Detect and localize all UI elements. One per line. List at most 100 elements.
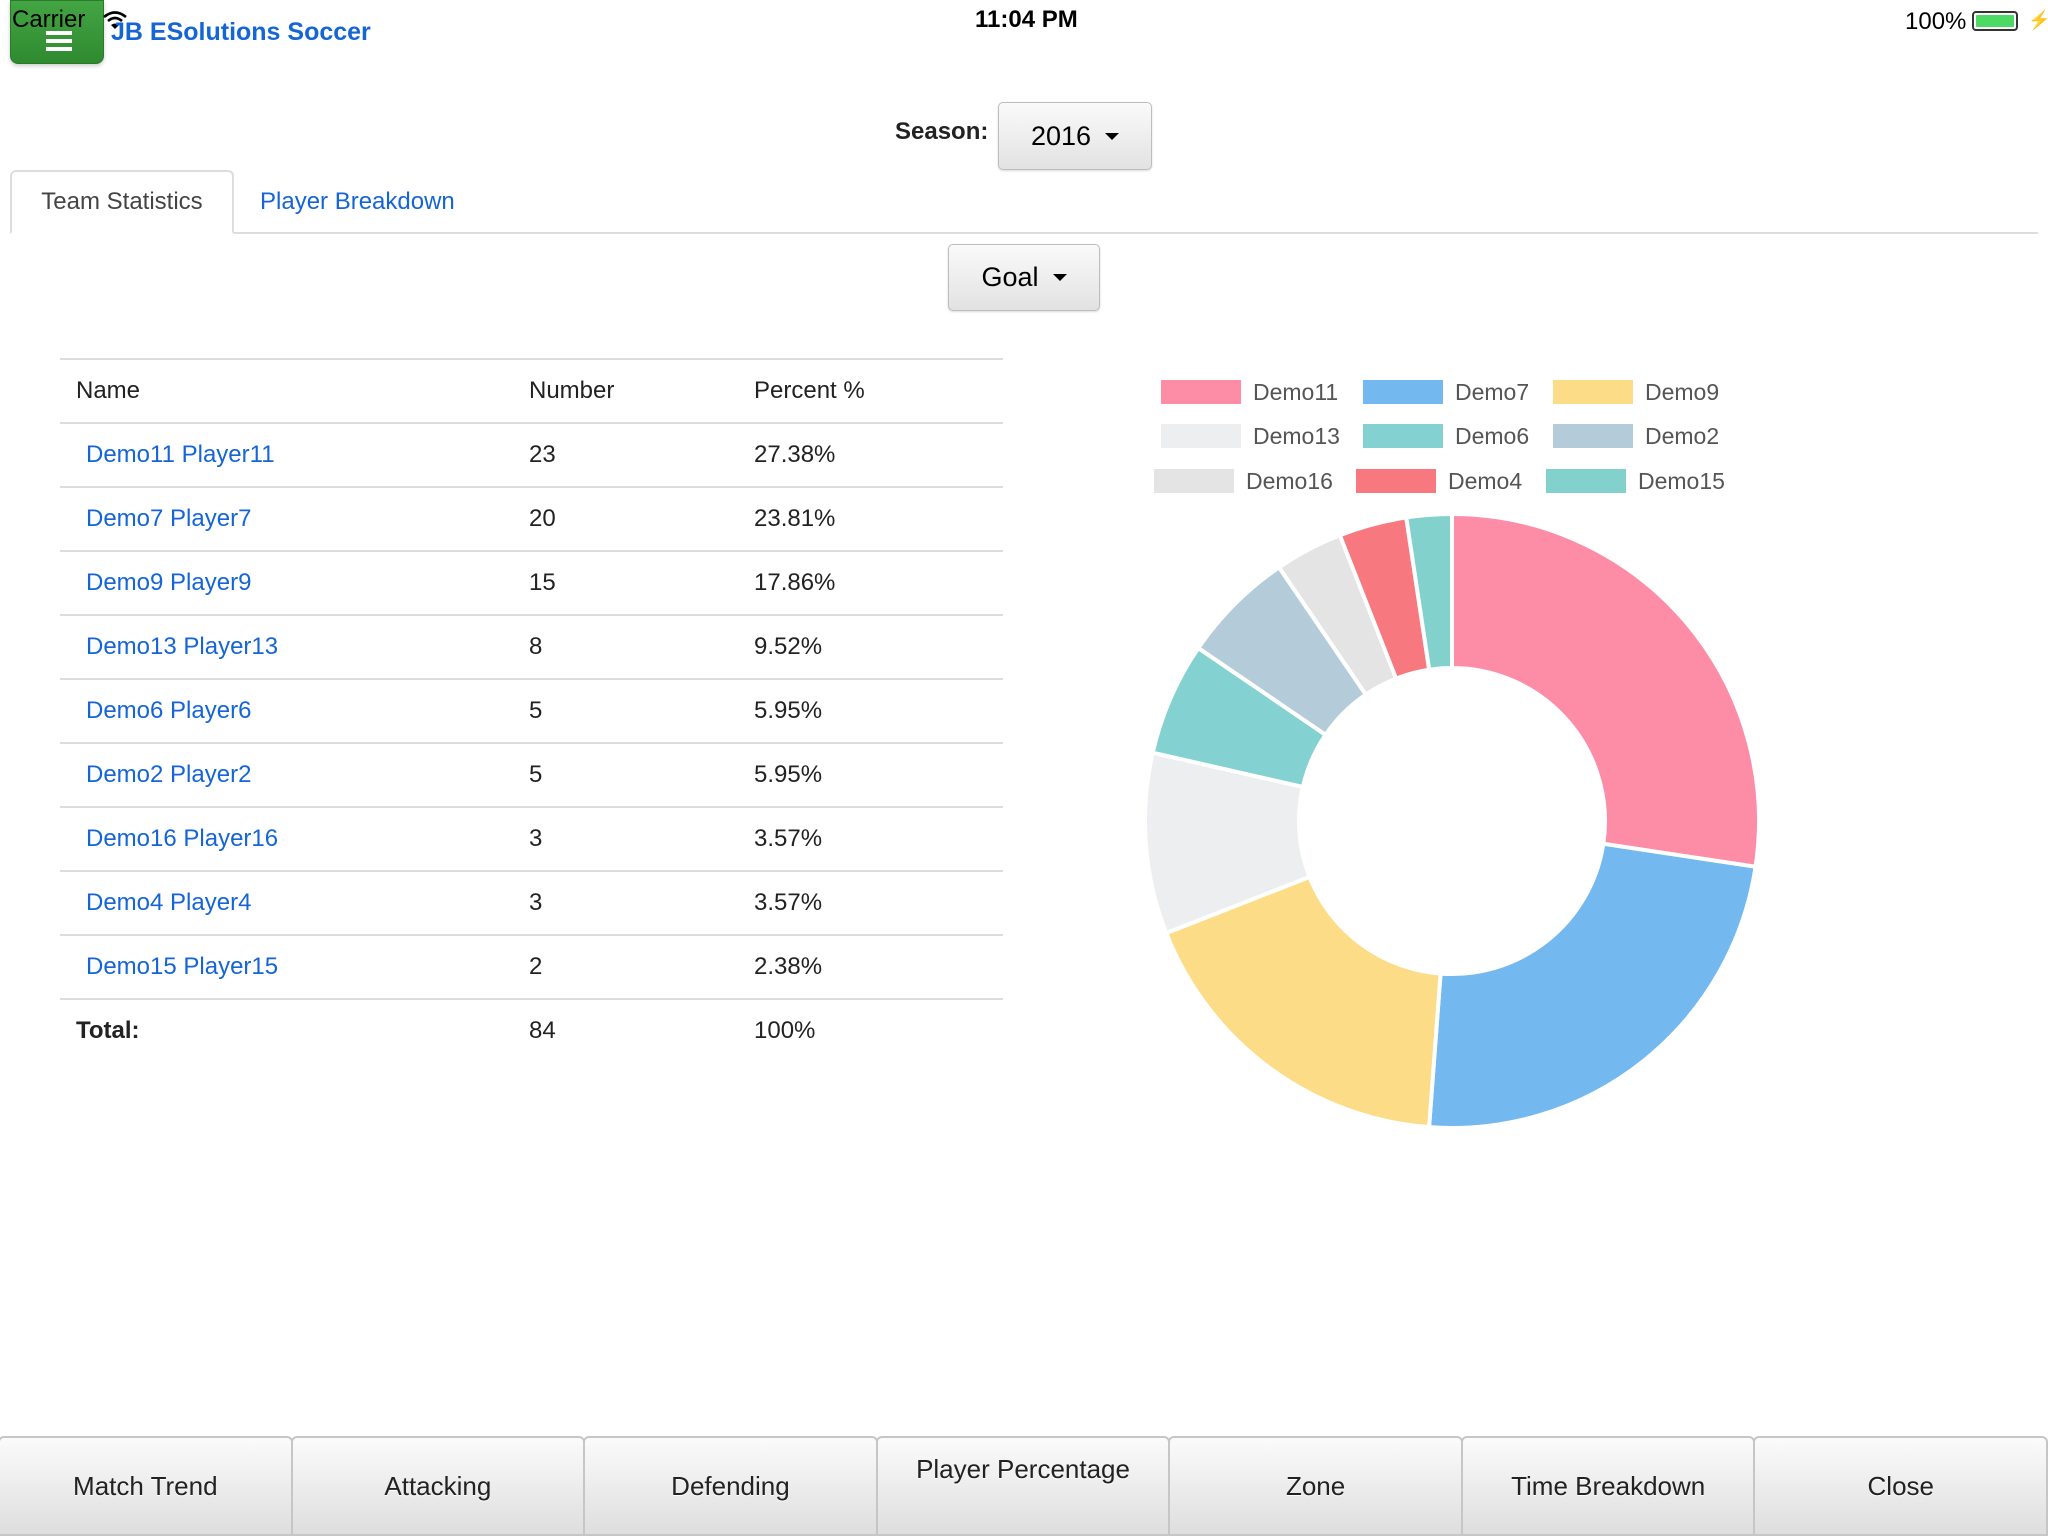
legend-item[interactable]: Demo4 [1356,466,1522,496]
toolbar-button-close[interactable]: Close [1753,1436,2048,1536]
total-label: Total: [76,1017,140,1044]
legend-swatch [1161,424,1241,448]
legend-label: Demo16 [1246,467,1333,494]
legend-label: Demo11 [1253,378,1339,405]
table-row: Demo2 Player2 5 5.95% [60,742,1003,806]
legend-swatch [1161,380,1241,404]
caret-down-icon [1105,132,1120,140]
player-percent: 9.52% [754,633,823,660]
player-percent: 17.86% [754,569,836,596]
player-number: 5 [529,697,543,724]
table-row: Demo9 Player9 15 17.86% [60,550,1003,614]
table-row: Demo13 Player13 8 9.52% [60,614,1003,678]
legend-item[interactable]: Demo13 [1161,421,1340,451]
season-value: 2016 [1030,120,1092,151]
toolbar-button-time-breakdown[interactable]: Time Breakdown [1460,1436,1756,1536]
tab-divider [10,232,2038,234]
toolbar-button-attacking[interactable]: Attacking [290,1436,586,1536]
legend-item[interactable]: Demo16 [1154,466,1333,496]
player-percent: 2.38% [754,953,823,980]
player-link[interactable]: Demo7 Player7 [86,505,252,532]
player-percent: 5.95% [754,697,823,724]
player-number: 3 [529,825,543,852]
player-percent: 3.57% [754,889,823,916]
menu-icon-bar [46,39,72,43]
legend-label: Demo9 [1645,378,1720,405]
toolbar-button-defending[interactable]: Defending [583,1436,878,1536]
stat-type-dropdown[interactable]: Goal [948,244,1100,311]
charging-icon: ⚡ [2028,10,2048,30]
player-number: 8 [529,633,543,660]
legend-swatch [1363,380,1443,404]
menu-icon [46,31,72,35]
player-link[interactable]: Demo6 Player6 [86,697,252,724]
legend-swatch [1553,424,1633,448]
donut-slice-demo15[interactable] [1403,511,1454,672]
table-row: Demo6 Player6 5 5.95% [60,678,1003,742]
status-time: 11:04 PM [975,6,1078,33]
stat-type-value: Goal [981,262,1039,292]
total-percent: 100% [754,1017,816,1044]
player-number: 15 [529,569,556,596]
legend-item[interactable]: Demo6 [1363,421,1529,451]
header-name: Name [76,377,141,404]
legend-label: Demo15 [1638,467,1725,494]
carrier-label: Carrier [12,6,86,33]
player-link[interactable]: Demo9 Player9 [86,569,252,596]
table-header: Name Number Percent % [60,358,1003,422]
legend-swatch [1546,469,1626,493]
player-number: 5 [529,761,543,788]
legend-item[interactable]: Demo7 [1363,377,1529,407]
player-percent: 27.38% [754,441,836,468]
legend-swatch [1154,469,1234,493]
legend-item[interactable]: Demo11 [1161,377,1338,407]
player-percent: 23.81% [754,505,836,532]
wifi-icon [103,11,127,29]
menu-icon-bar [46,47,72,51]
bottom-toolbar: Match Trend Attacking Defending Player Perc… [0,1436,2048,1536]
table-row: Demo7 Player7 20 23.81% [60,486,1003,550]
legend-swatch [1356,469,1436,493]
player-percent: 5.95% [754,761,823,788]
stats-table: Name Number Percent % Demo11 Player11 23 2… [60,358,1003,1062]
battery-icon [1972,11,2018,31]
table-total-row: Total: 84 100% [60,998,1003,1062]
player-link[interactable]: Demo13 Player13 [86,633,279,660]
tab-team-statistics[interactable]: Team Statistics [10,170,234,234]
donut-slice-demo7[interactable] [1426,841,1758,1130]
legend-swatch [1553,380,1633,404]
table-row: Demo16 Player16 3 3.57% [60,806,1003,870]
season-dropdown[interactable]: 2016 [998,102,1152,170]
app-title: JB ESolutions Soccer [111,18,371,46]
legend-label: Demo2 [1645,422,1720,449]
legend-item[interactable]: Demo2 [1553,421,1719,451]
table-row: Demo15 Player15 2 2.38% [60,934,1003,998]
toolbar-button-player-percentage[interactable]: Player Percentage [875,1436,1171,1536]
legend-label: Demo13 [1253,422,1340,449]
legend-label: Demo7 [1455,378,1530,405]
menu-button[interactable] [10,0,104,64]
donut-slice-demo11[interactable] [1450,511,1761,870]
caret-down-icon [1052,274,1067,281]
season-label: Season: [895,118,989,145]
toolbar-button-match-trend[interactable]: Match Trend [0,1436,293,1536]
header-percent: Percent % [754,377,865,404]
player-link[interactable]: Demo16 Player16 [86,825,279,852]
player-link[interactable]: Demo11 Player11 [86,441,275,468]
player-link[interactable]: Demo2 Player2 [86,761,252,788]
legend-item[interactable]: Demo15 [1546,466,1725,496]
legend-item[interactable]: Demo9 [1553,377,1719,407]
table-row: Demo4 Player4 3 3.57% [60,870,1003,934]
legend-swatch [1363,424,1443,448]
total-number: 84 [529,1017,556,1044]
player-link[interactable]: Demo15 Player15 [86,953,279,980]
header-number: Number [529,377,615,404]
donut-slice-demo9[interactable] [1163,874,1443,1130]
player-number: 23 [529,441,556,468]
player-number: 20 [529,505,556,532]
player-link[interactable]: Demo4 Player4 [86,889,252,916]
toolbar-button-zone[interactable]: Zone [1168,1436,1463,1536]
legend-label: Demo4 [1448,467,1523,494]
tab-player-breakdown[interactable]: Player Breakdown [260,188,455,215]
